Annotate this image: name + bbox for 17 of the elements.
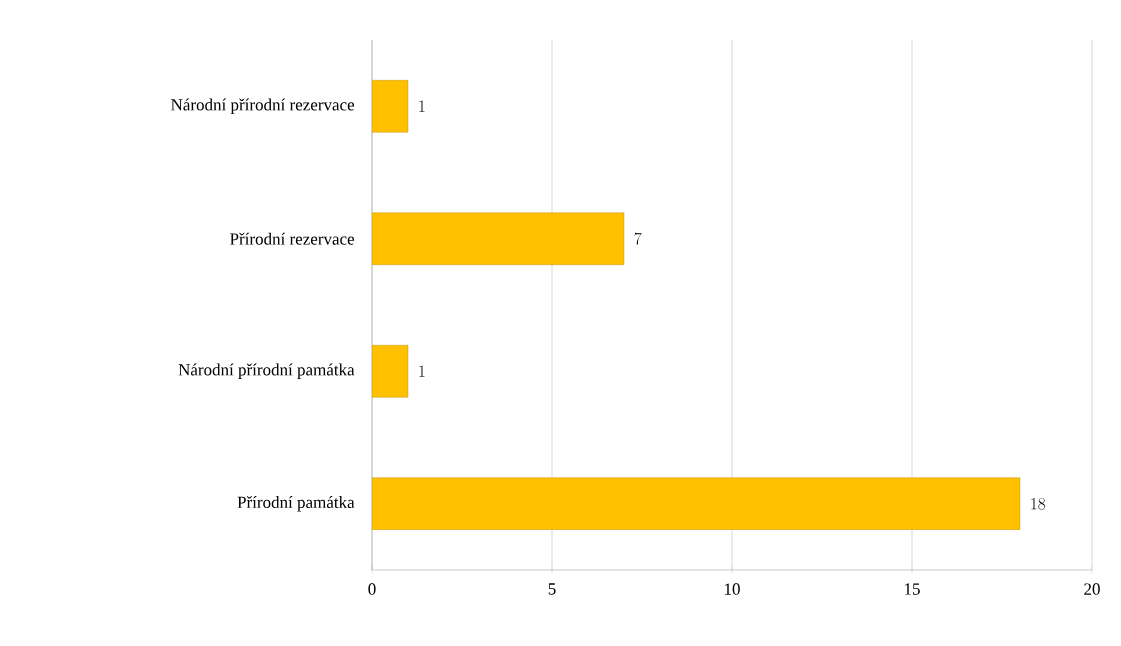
bar	[372, 80, 409, 133]
bar	[372, 345, 409, 398]
x-tick-label: 10	[724, 583, 740, 595]
data-label: 18	[1031, 497, 1046, 510]
x-tick-label: 20	[1084, 583, 1100, 595]
data-label: 1	[419, 100, 425, 112]
x-tick-label: 15	[905, 583, 920, 595]
data-label: 1	[419, 365, 425, 377]
x-tick-label: 0	[368, 583, 376, 595]
y-tick-label: Národní přírodní památka	[178, 363, 355, 379]
y-tick-label: Národní přírodní rezervace	[171, 98, 355, 114]
bar	[372, 477, 1021, 530]
x-tick-label: 5	[548, 583, 556, 595]
data-label: 7	[634, 232, 642, 245]
bar	[372, 212, 625, 265]
y-tick-label: Přírodní rezervace	[230, 232, 355, 245]
y-tick-label: Přírodní památka	[237, 496, 355, 512]
